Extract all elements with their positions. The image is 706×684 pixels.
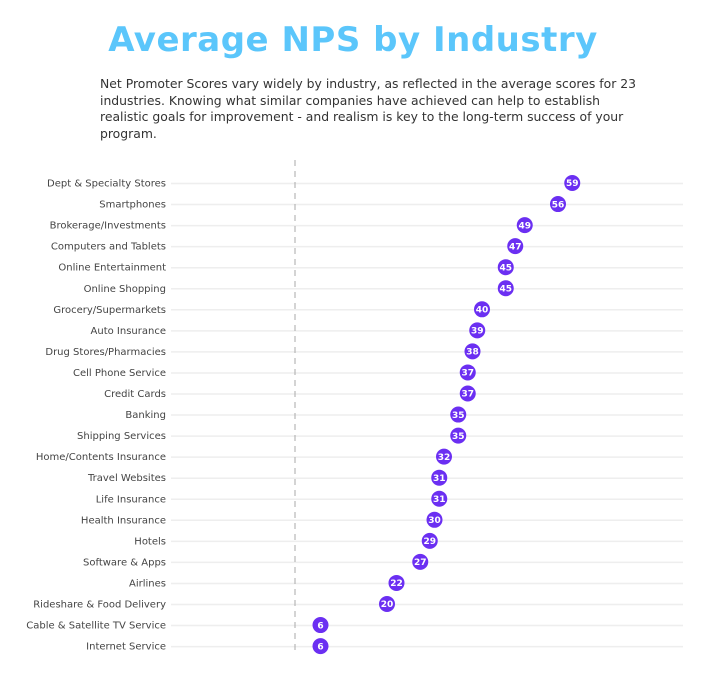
dot-marker	[497, 259, 514, 276]
data-point: 45	[497, 259, 514, 276]
data-point: 37	[459, 364, 476, 381]
data-point: 32	[436, 448, 452, 465]
data-point: 35	[450, 406, 467, 423]
dot-marker	[459, 385, 476, 402]
category-label: Cable & Satellite TV Service	[26, 621, 166, 632]
data-label: 38	[466, 348, 479, 358]
data-point: 59	[564, 175, 581, 191]
category-label: Cell Phone Service	[73, 368, 166, 379]
data-point: 39	[469, 322, 486, 339]
category-label: Credit Cards	[104, 389, 166, 400]
data-point: 49	[516, 217, 533, 234]
dot-marker	[312, 638, 329, 655]
data-point: 47	[507, 238, 524, 255]
data-label: 31	[433, 495, 446, 505]
category-label: Brokerage/Investments	[50, 221, 166, 232]
data-label: 56	[552, 200, 565, 210]
data-label: 39	[471, 327, 484, 337]
category-label: Internet Service	[86, 642, 166, 653]
category-label: Smartphones	[99, 200, 166, 211]
dot-marker	[507, 238, 524, 255]
data-label: 45	[499, 263, 512, 273]
category-label: Computers and Tablets	[51, 242, 166, 253]
data-label: 37	[461, 390, 474, 400]
dot-marker	[497, 280, 514, 297]
category-label: Rideshare & Food Delivery	[33, 600, 166, 611]
category-label: Grocery/Supermarkets	[53, 305, 166, 316]
chart-subtitle: Net Promoter Scores vary widely by indus…	[100, 76, 637, 141]
data-label: 22	[390, 579, 403, 589]
category-label: Dept & Specialty Stores	[47, 179, 166, 190]
data-point: 38	[464, 343, 481, 360]
data-label: 37	[461, 369, 474, 379]
data-point: 31	[431, 469, 448, 486]
dot-marker	[421, 532, 438, 549]
category-label: Online Entertainment	[58, 263, 166, 274]
data-point: 6	[312, 638, 329, 655]
category-label: Auto Insurance	[91, 326, 166, 337]
dot-marker	[450, 427, 467, 444]
data-label: 20	[381, 600, 394, 610]
dot-marker	[474, 301, 490, 318]
data-label: 32	[438, 453, 451, 463]
data-label: 6	[317, 642, 323, 652]
data-point: 29	[421, 532, 438, 549]
data-label: 49	[518, 221, 531, 231]
data-point: 20	[379, 596, 395, 612]
dot-marker	[412, 553, 429, 570]
dot-marker	[388, 574, 405, 591]
dot-marker	[450, 406, 467, 423]
data-label: 35	[452, 411, 465, 421]
dot-marker	[459, 364, 476, 381]
dot-marker	[426, 511, 443, 528]
dot-marker	[379, 596, 395, 612]
data-label: 35	[452, 432, 465, 442]
dot-marker	[431, 469, 448, 486]
data-label: 6	[317, 621, 323, 631]
data-point: 27	[412, 553, 429, 570]
data-label: 47	[509, 242, 522, 252]
dot-marker	[436, 448, 452, 465]
category-label: Shipping Services	[77, 431, 166, 442]
data-label: 59	[566, 179, 579, 189]
category-label: Drug Stores/Pharmacies	[45, 347, 166, 358]
category-label: Banking	[125, 410, 166, 421]
category-label: Life Insurance	[96, 494, 166, 505]
category-label: Software & Apps	[83, 557, 166, 568]
data-point: 45	[497, 280, 514, 297]
chart-title: Average NPS by Industry	[108, 20, 598, 60]
data-point: 6	[312, 617, 329, 634]
data-point: 22	[388, 574, 405, 591]
data-label: 40	[476, 306, 489, 316]
dot-marker	[431, 490, 448, 507]
data-point: 30	[426, 511, 443, 528]
dot-marker	[550, 196, 566, 213]
dot-marker	[516, 217, 533, 234]
dot-marker	[464, 343, 481, 360]
data-point: 56	[550, 196, 566, 213]
data-label: 45	[499, 284, 512, 294]
dot-marker	[469, 322, 486, 339]
data-point: 37	[459, 385, 476, 402]
category-label: Health Insurance	[81, 515, 166, 526]
dot-marker	[312, 617, 329, 634]
data-label: 31	[433, 474, 446, 484]
category-label: Home/Contents Insurance	[36, 452, 166, 463]
data-label: 27	[414, 558, 427, 568]
category-label: Online Shopping	[84, 284, 166, 295]
data-point: 40	[474, 301, 490, 318]
category-label: Hotels	[134, 536, 166, 547]
data-label: 29	[423, 537, 436, 547]
data-point: 31	[431, 490, 448, 507]
data-point: 35	[450, 427, 467, 444]
category-label: Travel Websites	[87, 473, 166, 484]
dot-marker	[564, 175, 581, 191]
data-label: 30	[428, 516, 441, 526]
category-label: Airlines	[129, 578, 166, 589]
